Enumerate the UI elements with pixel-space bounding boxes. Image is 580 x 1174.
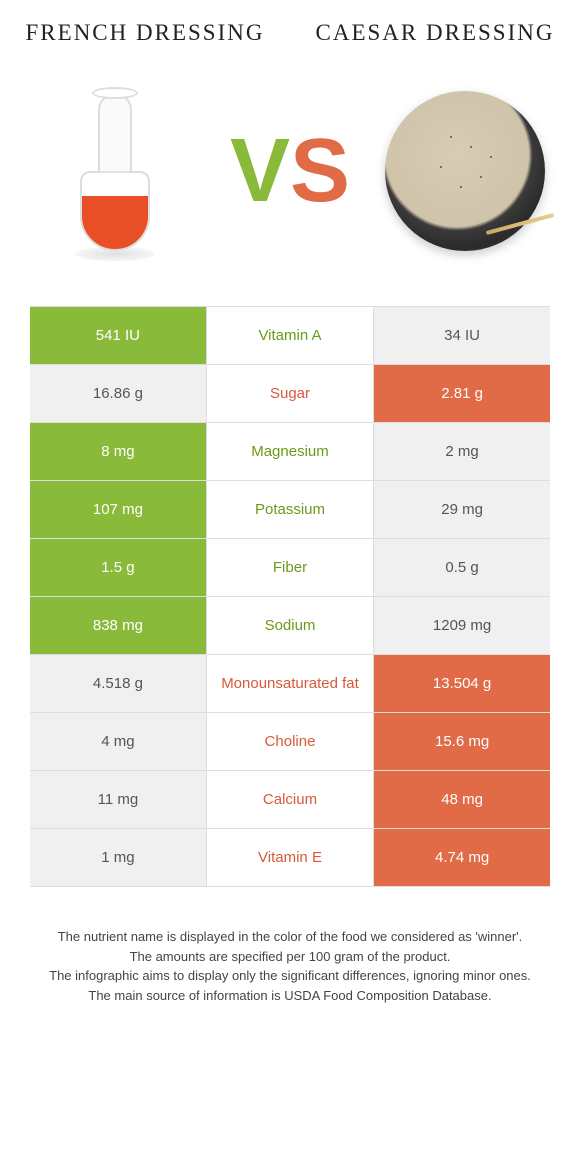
bowl-icon [380, 86, 550, 256]
nutrient-label: Sodium [207, 597, 373, 654]
table-row: 8 mgMagnesium2 mg [30, 423, 550, 481]
footer-line: The infographic aims to display only the… [30, 966, 550, 986]
left-value: 541 IU [30, 307, 207, 364]
left-title: FRENCH DRESSING [0, 20, 290, 46]
table-row: 4 mgCholine15.6 mg [30, 713, 550, 771]
nutrient-label: Vitamin E [207, 829, 373, 886]
footer-line: The main source of information is USDA F… [30, 986, 550, 1006]
table-row: 4.518 gMonounsaturated fat13.504 g [30, 655, 550, 713]
nutrient-label: Sugar [207, 365, 373, 422]
left-value: 1.5 g [30, 539, 207, 596]
right-value: 13.504 g [373, 655, 550, 712]
right-value: 29 mg [373, 481, 550, 538]
table-row: 107 mgPotassium29 mg [30, 481, 550, 539]
table-row: 838 mgSodium1209 mg [30, 597, 550, 655]
footer-line: The nutrient name is displayed in the co… [30, 927, 550, 947]
left-value: 11 mg [30, 771, 207, 828]
left-value: 4 mg [30, 713, 207, 770]
right-value: 48 mg [373, 771, 550, 828]
table-row: 11 mgCalcium48 mg [30, 771, 550, 829]
hero-row: VS [0, 56, 580, 306]
nutrient-label: Calcium [207, 771, 373, 828]
nutrient-label: Choline [207, 713, 373, 770]
right-title: CAESAR DRESSING [290, 20, 580, 46]
right-image [380, 71, 550, 271]
right-value: 2 mg [373, 423, 550, 480]
nutrient-label: Monounsaturated fat [207, 655, 373, 712]
right-value: 4.74 mg [373, 829, 550, 886]
left-value: 4.518 g [30, 655, 207, 712]
left-value: 1 mg [30, 829, 207, 886]
left-image [30, 71, 200, 271]
table-row: 1 mgVitamin E4.74 mg [30, 829, 550, 887]
footer-notes: The nutrient name is displayed in the co… [30, 927, 550, 1005]
nutrient-label: Potassium [207, 481, 373, 538]
comparison-table: 541 IUVitamin A34 IU16.86 gSugar2.81 g8 … [30, 306, 550, 887]
right-value: 2.81 g [373, 365, 550, 422]
left-value: 16.86 g [30, 365, 207, 422]
table-row: 16.86 gSugar2.81 g [30, 365, 550, 423]
nutrient-label: Magnesium [207, 423, 373, 480]
carafe-icon [70, 81, 160, 261]
left-value: 107 mg [30, 481, 207, 538]
footer-line: The amounts are specified per 100 gram o… [30, 947, 550, 967]
nutrient-label: Vitamin A [207, 307, 373, 364]
right-value: 15.6 mg [373, 713, 550, 770]
nutrient-label: Fiber [207, 539, 373, 596]
vs-label: VS [230, 126, 350, 216]
header: FRENCH DRESSING CAESAR DRESSING [0, 0, 580, 56]
right-value: 0.5 g [373, 539, 550, 596]
vs-s: S [290, 126, 350, 216]
left-value: 838 mg [30, 597, 207, 654]
table-row: 541 IUVitamin A34 IU [30, 307, 550, 365]
vs-v: V [230, 126, 290, 216]
right-value: 34 IU [373, 307, 550, 364]
right-value: 1209 mg [373, 597, 550, 654]
table-row: 1.5 gFiber0.5 g [30, 539, 550, 597]
left-value: 8 mg [30, 423, 207, 480]
